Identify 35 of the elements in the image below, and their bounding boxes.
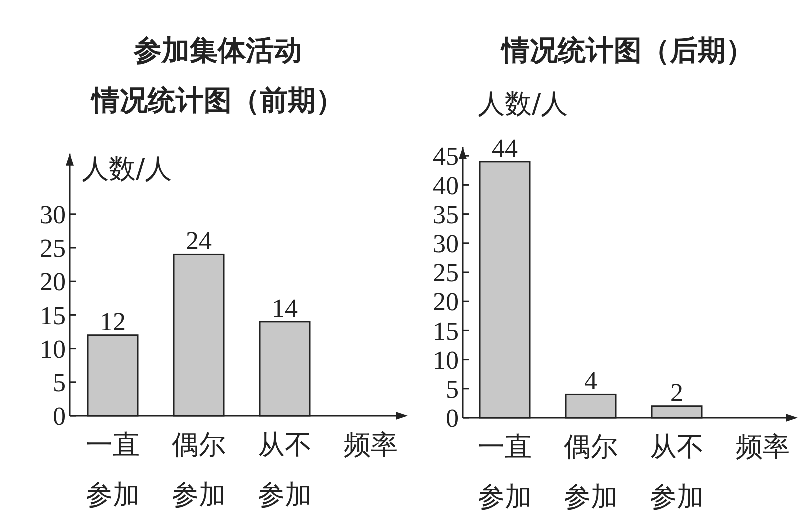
x-tick-label: 偶尔参加 <box>564 432 618 512</box>
y-tick-label: 45 <box>433 142 459 172</box>
y-tick-label: 35 <box>433 200 459 230</box>
y-axis-title: 人数/人 <box>478 89 568 120</box>
x-axis-title: 频率 <box>736 432 790 463</box>
chart-title: 参加集体活动情况统计图（前期） <box>90 34 344 117</box>
y-tick-label: 10 <box>433 346 459 375</box>
y-tick-label: 20 <box>40 268 66 297</box>
y-tick-label: 30 <box>40 200 66 230</box>
y-tick-label: 5 <box>446 375 459 404</box>
y-tick-label: 20 <box>433 288 459 317</box>
data-label: 4 <box>584 366 598 396</box>
y-tick-label: 0 <box>446 404 459 434</box>
data-label: 24 <box>186 226 212 256</box>
data-label: 44 <box>492 134 518 163</box>
data-label: 12 <box>100 307 126 336</box>
y-tick-label: 5 <box>53 368 66 398</box>
y-tick-label: 25 <box>40 234 66 264</box>
data-label: 2 <box>670 378 684 408</box>
y-tick-label: 30 <box>433 230 459 258</box>
x-tick-label: 一直参加 <box>478 432 532 512</box>
y-tick-label: 40 <box>433 171 459 200</box>
x-tick-label: 偶尔参加 <box>172 430 226 511</box>
y-tick-label: 10 <box>40 334 66 364</box>
y-tick-label: 25 <box>433 258 459 288</box>
x-axis-title: 频率 <box>344 430 398 461</box>
chart-title: 情况统计图（后期） <box>500 34 754 67</box>
y-tick-label: 15 <box>40 301 66 330</box>
y-tick-label: 15 <box>433 316 459 346</box>
y-axis-title: 人数/人 <box>82 154 172 185</box>
data-label: 14 <box>272 294 298 323</box>
x-tick-label: 一直参加 <box>86 430 140 511</box>
x-tick-label: 从不参加 <box>650 432 704 512</box>
x-tick-label: 从不参加 <box>258 430 312 511</box>
y-tick-label: 0 <box>53 402 66 432</box>
